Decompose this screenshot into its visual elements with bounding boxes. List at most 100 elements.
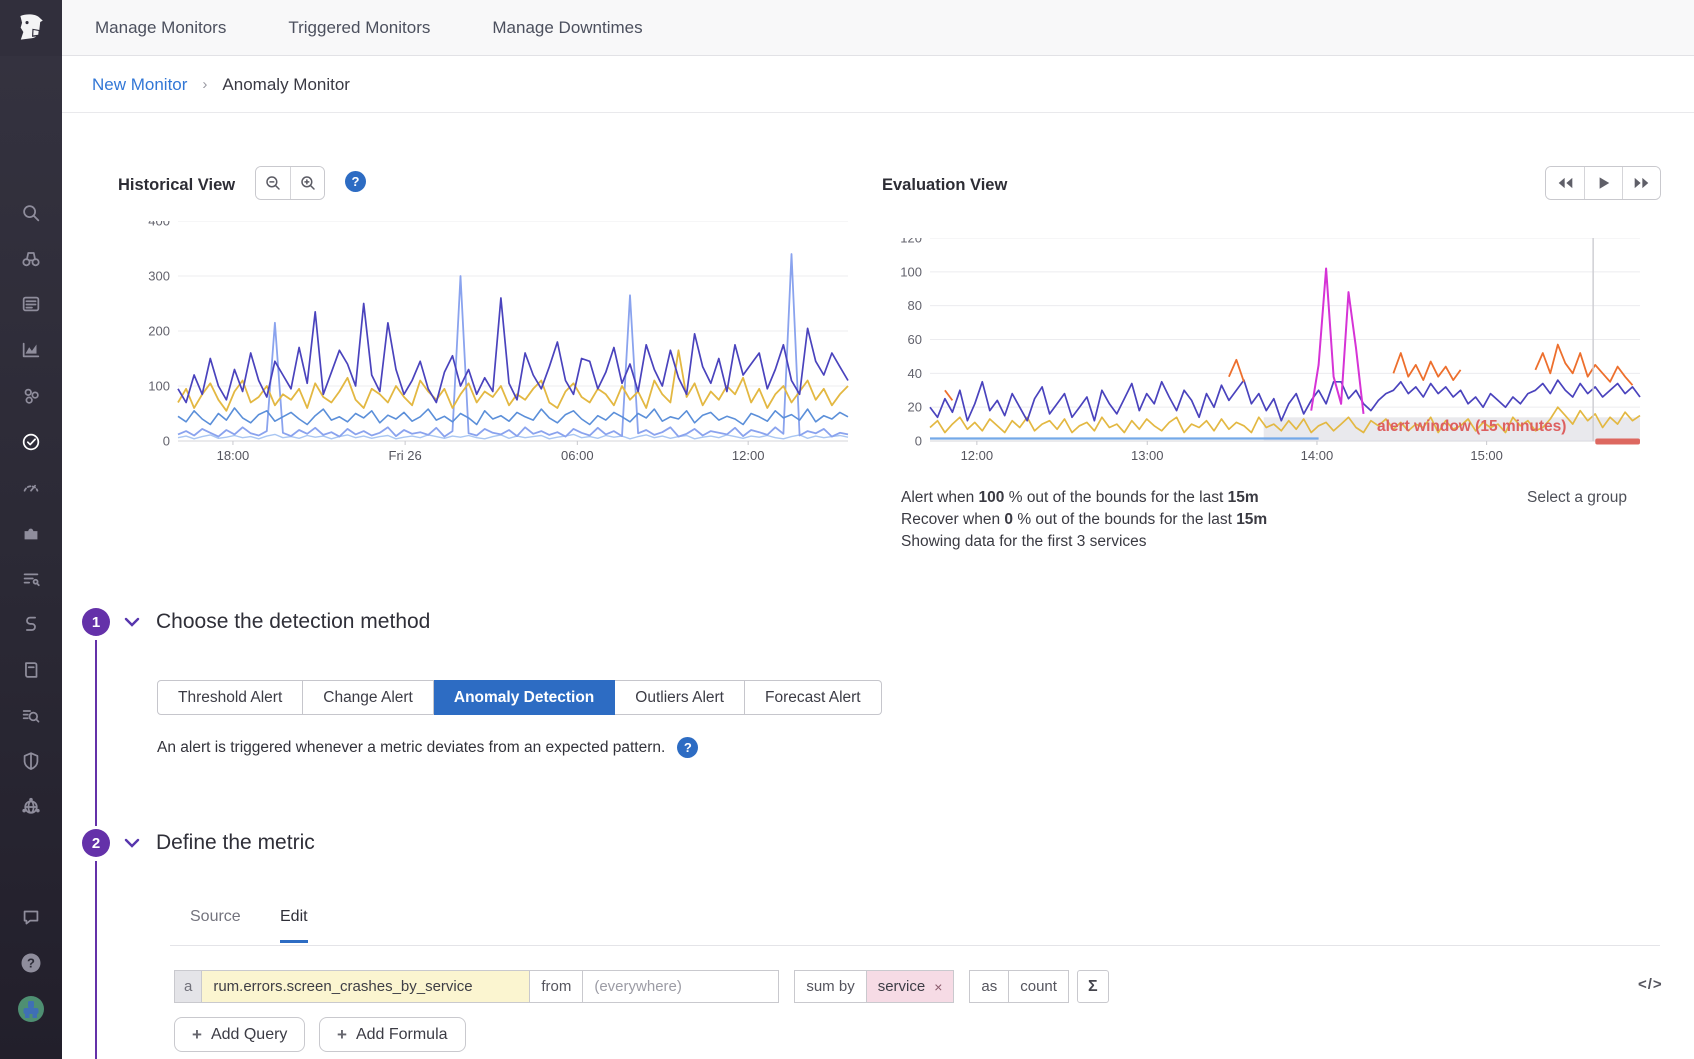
svg-text:60: 60 — [908, 332, 922, 347]
section-1-collapse-chevron-icon[interactable] — [123, 615, 141, 629]
nav-tab-triggered-monitors[interactable]: Triggered Monitors — [288, 17, 431, 37]
fast-forward-button[interactable] — [1622, 167, 1660, 199]
section-2-title: Define the metric — [156, 831, 315, 854]
query-letter-label: a — [174, 970, 203, 1003]
tab-edit[interactable]: Edit — [280, 908, 308, 943]
sidebar-traces-link-icon[interactable] — [0, 604, 62, 644]
scope-input[interactable]: (everywhere) — [582, 970, 780, 1003]
svg-text:18:00: 18:00 — [217, 448, 250, 463]
datadog-dog-icon — [20, 14, 43, 40]
section-1-badge: 1 — [82, 608, 110, 636]
detection-button-change-alert[interactable]: Change Alert — [303, 680, 434, 715]
fast-forward-icon — [1634, 177, 1649, 189]
metric-name-field[interactable]: rum.errors.screen_crashes_by_service — [201, 970, 531, 1003]
sidebar-integrations-puzzle-icon[interactable] — [0, 513, 62, 553]
section-2-collapse-chevron-icon[interactable] — [123, 836, 141, 850]
svg-text:15:00: 15:00 — [1470, 448, 1503, 463]
rewind-button[interactable] — [1546, 167, 1584, 199]
add-formula-label: Add Formula — [355, 1025, 448, 1043]
detection-button-forecast-alert[interactable]: Forecast Alert — [745, 680, 882, 715]
sum-by-label: sum by — [794, 970, 867, 1003]
sidebar-binoculars-icon[interactable] — [0, 239, 62, 279]
from-label: from — [529, 970, 584, 1003]
select-a-group[interactable]: Select a group — [1527, 489, 1627, 506]
detection-description: An alert is triggered whenever a metric … — [157, 738, 666, 756]
historical-zoom-controls — [255, 166, 325, 200]
tabs-divider — [170, 945, 1660, 946]
svg-text:100: 100 — [900, 264, 922, 279]
svg-text:Fri 26: Fri 26 — [389, 448, 422, 463]
sidebar-notebook-icon[interactable] — [0, 650, 62, 690]
svg-text:400: 400 — [148, 221, 170, 229]
group-by-value: service — [877, 978, 926, 995]
plus-icon: + — [192, 1024, 202, 1044]
add-formula-button[interactable]: + Add Formula — [319, 1017, 466, 1052]
detection-help-icon[interactable]: ? — [677, 737, 699, 758]
svg-text:200: 200 — [148, 324, 170, 339]
detection-button-threshold-alert[interactable]: Threshold Alert — [157, 680, 304, 715]
sidebar-chat-icon[interactable] — [0, 897, 62, 937]
svg-text:alert window (15 minutes): alert window (15 minutes) — [1377, 418, 1566, 435]
sidebar-search-icon[interactable] — [0, 193, 62, 233]
datadog-logo[interactable] — [0, 0, 62, 56]
zoom-out-button[interactable] — [256, 167, 290, 199]
nav-tab-manage-downtimes[interactable]: Manage Downtimes — [492, 17, 643, 37]
sidebar-processes-hexagons-icon[interactable] — [0, 376, 62, 416]
svg-text:40: 40 — [908, 366, 922, 381]
aggregation-select[interactable]: count — [1008, 970, 1069, 1003]
sidebar-events-list-icon[interactable] — [0, 284, 62, 324]
code-view-toggle-icon[interactable]: </> — [1638, 976, 1663, 993]
historical-help-icon[interactable]: ? — [345, 171, 366, 192]
breadcrumb-current: Anomaly Monitor — [222, 74, 350, 94]
sidebar-metrics-chart-icon[interactable] — [0, 330, 62, 370]
breadcrumb-separator-icon: › — [202, 76, 208, 93]
sidebar-network-globe-icon[interactable] — [0, 787, 62, 827]
svg-text:120: 120 — [900, 238, 922, 246]
top-navigation: Manage Monitors Triggered Monitors Manage … — [62, 0, 1694, 56]
evaluation-view-title: Evaluation View — [882, 176, 1008, 194]
zoom-out-icon — [266, 176, 280, 190]
tab-source[interactable]: Source — [190, 908, 241, 925]
add-query-label: Add Query — [210, 1025, 288, 1043]
recover-when-line: Recover when 0 % out of the bounds for t… — [901, 511, 1268, 528]
svg-text:?: ? — [27, 956, 35, 971]
svg-text:0: 0 — [915, 434, 922, 449]
metric-query-row: a rum.errors.screen_crashes_by_service f… — [174, 970, 1109, 1003]
sidebar-monitors-target-icon[interactable] — [0, 422, 62, 462]
remove-group-icon[interactable]: × — [934, 978, 943, 995]
sidebar-logs-filter-icon[interactable] — [0, 559, 62, 599]
svg-text:20: 20 — [908, 400, 922, 415]
svg-text:12:00: 12:00 — [961, 448, 994, 463]
detection-button-anomaly-detection[interactable]: Anomaly Detection — [433, 680, 616, 715]
zoom-in-button[interactable] — [290, 167, 324, 199]
plus-icon: + — [337, 1024, 347, 1044]
breadcrumb-new-monitor-link[interactable]: New Monitor — [92, 74, 188, 94]
section-1-title: Choose the detection method — [156, 610, 431, 633]
sidebar-avatar-icon[interactable] — [0, 989, 62, 1029]
sidebar-security-shield-icon[interactable] — [0, 741, 62, 781]
group-by-chip[interactable]: service × — [865, 970, 955, 1003]
svg-text:06:00: 06:00 — [561, 448, 594, 463]
advanced-function-button[interactable]: Σ — [1076, 970, 1109, 1003]
evaluation-chart[interactable]: 120 100 80 60 40 20 0 12:00 13:00 14:00 15:00 alert… — [882, 231, 1648, 472]
detection-button-outliers-alert[interactable]: Outliers Alert — [615, 680, 745, 715]
nav-tab-manage-monitors[interactable]: Manage Monitors — [95, 17, 227, 37]
rewind-icon — [1558, 177, 1572, 189]
sidebar-help-icon[interactable]: ? — [0, 943, 62, 983]
showing-data-line: Showing data for the first 3 services — [901, 533, 1147, 550]
play-icon — [1599, 177, 1609, 189]
svg-text:13:00: 13:00 — [1131, 448, 1164, 463]
alert-conditions-summary: Alert when 100 % out of the bounds for t… — [901, 487, 1267, 553]
as-label: as — [969, 970, 1010, 1003]
svg-text:100: 100 — [148, 379, 170, 394]
add-query-button[interactable]: + Add Query — [174, 1017, 306, 1052]
playback-controls — [1545, 166, 1661, 200]
svg-text:12:00: 12:00 — [732, 448, 765, 463]
historical-chart[interactable]: 400 300 200 100 0 18:00 Fri 26 06:00 12:00 — [130, 214, 856, 472]
breadcrumb: New Monitor › Anomaly Monitor — [62, 57, 1694, 113]
sidebar-log-search-icon[interactable] — [0, 696, 62, 736]
sidebar: ? — [0, 0, 62, 1059]
sidebar-apm-gauge-icon[interactable] — [0, 467, 62, 507]
play-button[interactable] — [1584, 167, 1622, 199]
